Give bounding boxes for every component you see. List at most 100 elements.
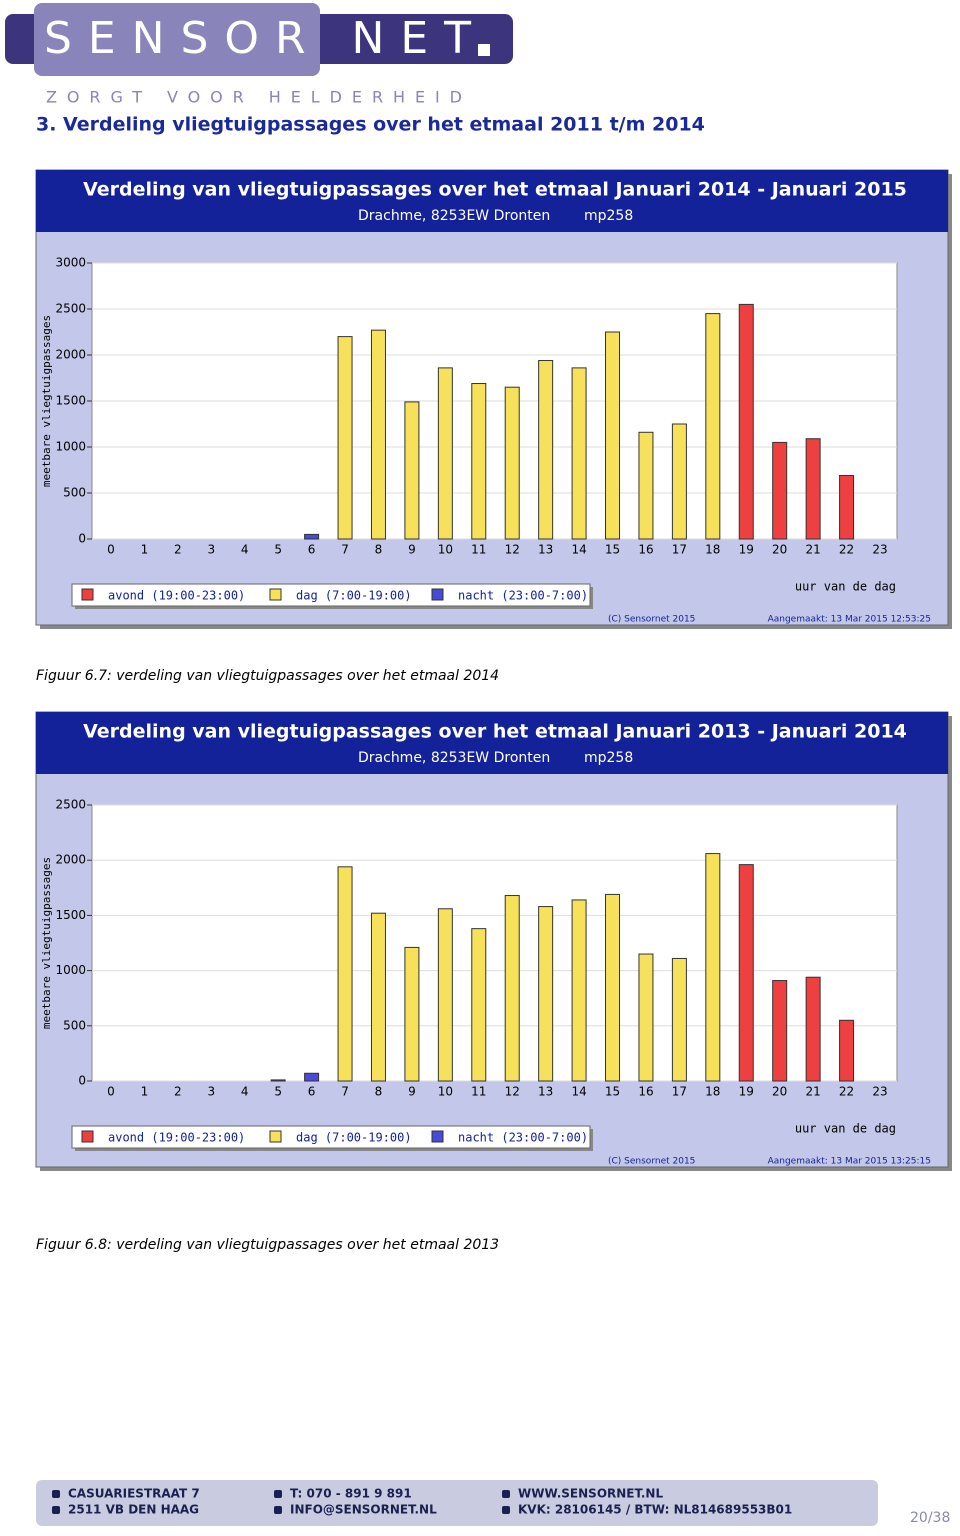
x-tick-label: 11 xyxy=(471,1085,486,1099)
bar xyxy=(772,980,788,1082)
x-tick-label: 16 xyxy=(638,543,653,557)
bar xyxy=(738,303,754,540)
y-tick-label: 2000 xyxy=(55,853,86,867)
legend xyxy=(71,1125,591,1149)
x-tick-label: 14 xyxy=(571,543,586,557)
chart-subtitle: Drachme, 8253EW Dronten xyxy=(358,750,550,766)
tagline: ZORGT VOOR HELDERHEID xyxy=(46,88,466,107)
copyright: (C) Sensornet 2015 xyxy=(608,1157,695,1167)
y-tick-label: 2500 xyxy=(55,798,86,812)
created: Aangemaakt: 13 Mar 2015 12:53:25 xyxy=(768,615,931,625)
created: Aangemaakt: 13 Mar 2015 13:25:15 xyxy=(768,1157,931,1167)
footer-text: 2511 VB DEN HAAG xyxy=(68,1503,199,1517)
x-tick-label: 16 xyxy=(638,1085,653,1099)
footer-text: INFO@SENSORNET.NL xyxy=(290,1503,437,1517)
bar xyxy=(805,438,821,540)
footer-bullet xyxy=(274,1490,282,1498)
location-id: mp258 xyxy=(584,208,633,224)
x-tick-label: 17 xyxy=(672,1085,687,1099)
legend-label: dag (7:00-19:00) xyxy=(296,1131,412,1145)
y-tick-label: 0 xyxy=(78,1074,86,1088)
x-tick-label: 9 xyxy=(408,543,416,557)
legend-label: avond (19:00-23:00) xyxy=(108,589,245,603)
footer-band xyxy=(36,1480,878,1526)
logo-dot xyxy=(478,44,490,56)
x-tick-label: 10 xyxy=(438,1085,453,1099)
legend-label: dag (7:00-19:00) xyxy=(296,589,412,603)
x-tick-label: 5 xyxy=(274,1085,282,1099)
heading: 3. Verdeling vliegtuigpassages over het … xyxy=(36,114,705,136)
bar xyxy=(538,906,554,1082)
bar xyxy=(337,336,353,540)
bar xyxy=(471,383,487,540)
x-tick-label: 9 xyxy=(408,1085,416,1099)
footer-bullet xyxy=(502,1506,510,1514)
bar xyxy=(705,313,721,540)
x-tick-label: 12 xyxy=(505,1085,520,1099)
bar xyxy=(772,441,788,540)
chart-title-band xyxy=(36,170,948,232)
legend-swatch xyxy=(81,1130,94,1143)
bar xyxy=(304,1072,320,1082)
y-axis-label: meetbare vliegtuigpassages xyxy=(40,857,53,1029)
x-tick-label: 14 xyxy=(571,1085,586,1099)
bar xyxy=(437,367,453,540)
footer-text: WWW.SENSORNET.NL xyxy=(518,1487,663,1501)
bar xyxy=(605,331,621,540)
caption: Figuur 6.7: verdeling van vliegtuigpassa… xyxy=(36,668,499,684)
x-tick-label: 8 xyxy=(375,543,383,557)
x-tick-label: 3 xyxy=(207,1085,215,1099)
bar xyxy=(605,893,621,1082)
bar xyxy=(738,864,754,1082)
x-tick-label: 10 xyxy=(438,543,453,557)
x-tick-label: 6 xyxy=(308,1085,316,1099)
bar xyxy=(404,946,420,1082)
footer-text: CASUARIESTRAAT 7 xyxy=(68,1487,200,1501)
bar xyxy=(471,928,487,1082)
legend-label: avond (19:00-23:00) xyxy=(108,1131,245,1145)
bar xyxy=(437,908,453,1082)
y-tick-label: 3000 xyxy=(55,256,86,270)
x-tick-label: 18 xyxy=(705,1085,720,1099)
legend-swatch xyxy=(431,1130,444,1143)
footer-bullet xyxy=(52,1506,60,1514)
legend-label: nacht (23:00-7:00) xyxy=(458,1131,588,1145)
bar xyxy=(805,976,821,1082)
y-tick-label: 1000 xyxy=(55,440,86,454)
y-tick-label: 0 xyxy=(78,532,86,546)
chart-subtitle: Drachme, 8253EW Dronten xyxy=(358,208,550,224)
legend-swatch xyxy=(431,588,444,601)
x-tick-label: 6 xyxy=(308,543,316,557)
x-tick-label: 5 xyxy=(274,543,282,557)
x-tick-label: 0 xyxy=(107,1085,115,1099)
y-tick-label: 2500 xyxy=(55,302,86,316)
x-tick-label: 22 xyxy=(839,543,854,557)
x-tick-label: 21 xyxy=(805,543,820,557)
chart-title-band xyxy=(36,712,948,774)
x-tick-label: 22 xyxy=(839,1085,854,1099)
bar xyxy=(504,386,520,540)
bar xyxy=(270,1079,286,1082)
location-id: mp258 xyxy=(584,750,633,766)
footer-bullet xyxy=(274,1506,282,1514)
y-tick-label: 2000 xyxy=(55,348,86,362)
bar xyxy=(504,895,520,1082)
x-tick-label: 20 xyxy=(772,543,787,557)
chart-title: Verdeling van vliegtuigpassages over het… xyxy=(83,179,907,201)
x-tick-label: 7 xyxy=(341,543,349,557)
bar xyxy=(571,899,587,1082)
x-tick-label: 8 xyxy=(375,1085,383,1099)
footer-bullet xyxy=(52,1490,60,1498)
footer-text: KVK: 28106145 / BTW: NL814689553B01 xyxy=(518,1503,792,1517)
legend-swatch xyxy=(81,588,94,601)
y-tick-label: 1500 xyxy=(55,908,86,922)
bar xyxy=(638,431,654,540)
x-tick-label: 4 xyxy=(241,543,249,557)
x-tick-label: 21 xyxy=(805,1085,820,1099)
x-axis-label: uur van de dag xyxy=(795,580,896,594)
bar xyxy=(404,401,420,540)
bar xyxy=(370,329,386,540)
x-tick-label: 13 xyxy=(538,1085,553,1099)
y-tick-label: 1000 xyxy=(55,963,86,977)
